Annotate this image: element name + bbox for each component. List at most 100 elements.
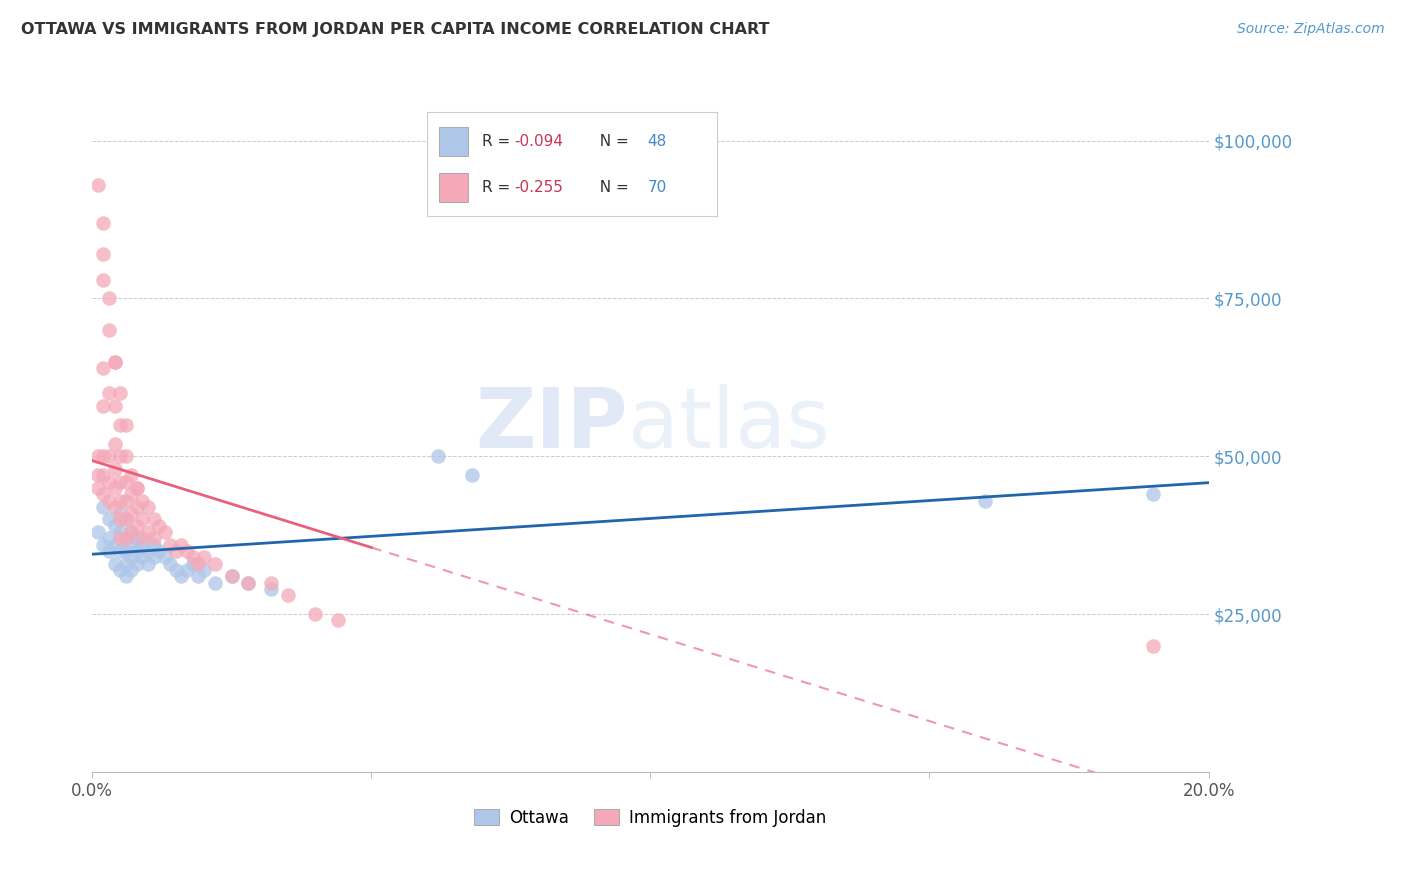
Point bbox=[142, 512, 165, 526]
Point bbox=[131, 512, 153, 526]
Point bbox=[93, 500, 115, 514]
Point bbox=[108, 506, 131, 520]
Point bbox=[159, 538, 181, 552]
Point bbox=[97, 544, 120, 558]
Point bbox=[125, 557, 148, 571]
Point bbox=[93, 216, 115, 230]
Point bbox=[125, 481, 148, 495]
Point bbox=[108, 493, 131, 508]
Point bbox=[304, 607, 326, 622]
Point bbox=[974, 493, 997, 508]
Point bbox=[153, 525, 176, 540]
Point bbox=[93, 360, 115, 375]
Point bbox=[87, 178, 110, 192]
Point bbox=[181, 550, 204, 565]
Point bbox=[238, 575, 260, 590]
Point bbox=[108, 525, 131, 540]
Point bbox=[136, 557, 159, 571]
Point bbox=[108, 417, 131, 432]
Point bbox=[120, 525, 142, 540]
Point bbox=[153, 550, 176, 565]
Point bbox=[93, 538, 115, 552]
Point bbox=[114, 417, 136, 432]
Point bbox=[159, 557, 181, 571]
Point bbox=[108, 386, 131, 401]
Point bbox=[93, 487, 115, 501]
Point bbox=[108, 563, 131, 577]
Text: Source: ZipAtlas.com: Source: ZipAtlas.com bbox=[1237, 22, 1385, 37]
Point bbox=[97, 450, 120, 464]
Point bbox=[93, 247, 115, 261]
Point bbox=[176, 563, 198, 577]
Point bbox=[97, 386, 120, 401]
Point bbox=[114, 512, 136, 526]
Text: OTTAWA VS IMMIGRANTS FROM JORDAN PER CAPITA INCOME CORRELATION CHART: OTTAWA VS IMMIGRANTS FROM JORDAN PER CAP… bbox=[21, 22, 769, 37]
Point bbox=[114, 450, 136, 464]
Point bbox=[103, 462, 125, 476]
Point bbox=[165, 563, 187, 577]
Point bbox=[427, 450, 450, 464]
Point bbox=[125, 544, 148, 558]
Point bbox=[136, 525, 159, 540]
Point bbox=[97, 323, 120, 337]
Point bbox=[103, 557, 125, 571]
Point bbox=[131, 550, 153, 565]
Point bbox=[103, 538, 125, 552]
Point bbox=[97, 512, 120, 526]
Point bbox=[181, 557, 204, 571]
Point bbox=[187, 569, 209, 583]
Point bbox=[103, 436, 125, 450]
Point bbox=[114, 557, 136, 571]
Point bbox=[142, 538, 165, 552]
Point bbox=[108, 512, 131, 526]
Point bbox=[326, 614, 349, 628]
Point bbox=[97, 292, 120, 306]
Point bbox=[165, 544, 187, 558]
Point bbox=[87, 525, 110, 540]
Point bbox=[120, 487, 142, 501]
Point bbox=[142, 550, 165, 565]
Point bbox=[87, 468, 110, 483]
Point bbox=[176, 544, 198, 558]
Point bbox=[461, 468, 484, 483]
Point bbox=[108, 544, 131, 558]
Point bbox=[120, 538, 142, 552]
Point bbox=[93, 399, 115, 413]
Point bbox=[1142, 487, 1164, 501]
Point bbox=[114, 493, 136, 508]
Point bbox=[103, 399, 125, 413]
Text: ZIP: ZIP bbox=[475, 384, 628, 466]
Point bbox=[108, 475, 131, 489]
Point bbox=[148, 544, 170, 558]
Point bbox=[87, 481, 110, 495]
Point bbox=[193, 563, 215, 577]
Point bbox=[131, 493, 153, 508]
Point bbox=[97, 493, 120, 508]
Point bbox=[97, 532, 120, 546]
Point bbox=[136, 544, 159, 558]
Point bbox=[170, 538, 193, 552]
Point bbox=[108, 450, 131, 464]
Point bbox=[125, 500, 148, 514]
Point bbox=[277, 588, 299, 602]
Point bbox=[114, 544, 136, 558]
Point bbox=[131, 532, 153, 546]
Point bbox=[93, 272, 115, 286]
Point bbox=[120, 563, 142, 577]
Point bbox=[131, 538, 153, 552]
Point bbox=[114, 532, 136, 546]
Point bbox=[170, 569, 193, 583]
Point bbox=[87, 450, 110, 464]
Point bbox=[204, 575, 226, 590]
Point bbox=[103, 481, 125, 495]
Point bbox=[120, 468, 142, 483]
Point bbox=[114, 569, 136, 583]
Point bbox=[120, 525, 142, 540]
Point bbox=[136, 500, 159, 514]
Point bbox=[125, 532, 148, 546]
Point bbox=[114, 512, 136, 526]
Legend: Ottawa, Immigrants from Jordan: Ottawa, Immigrants from Jordan bbox=[468, 802, 834, 833]
Point bbox=[221, 569, 243, 583]
Point bbox=[103, 518, 125, 533]
Point bbox=[114, 532, 136, 546]
